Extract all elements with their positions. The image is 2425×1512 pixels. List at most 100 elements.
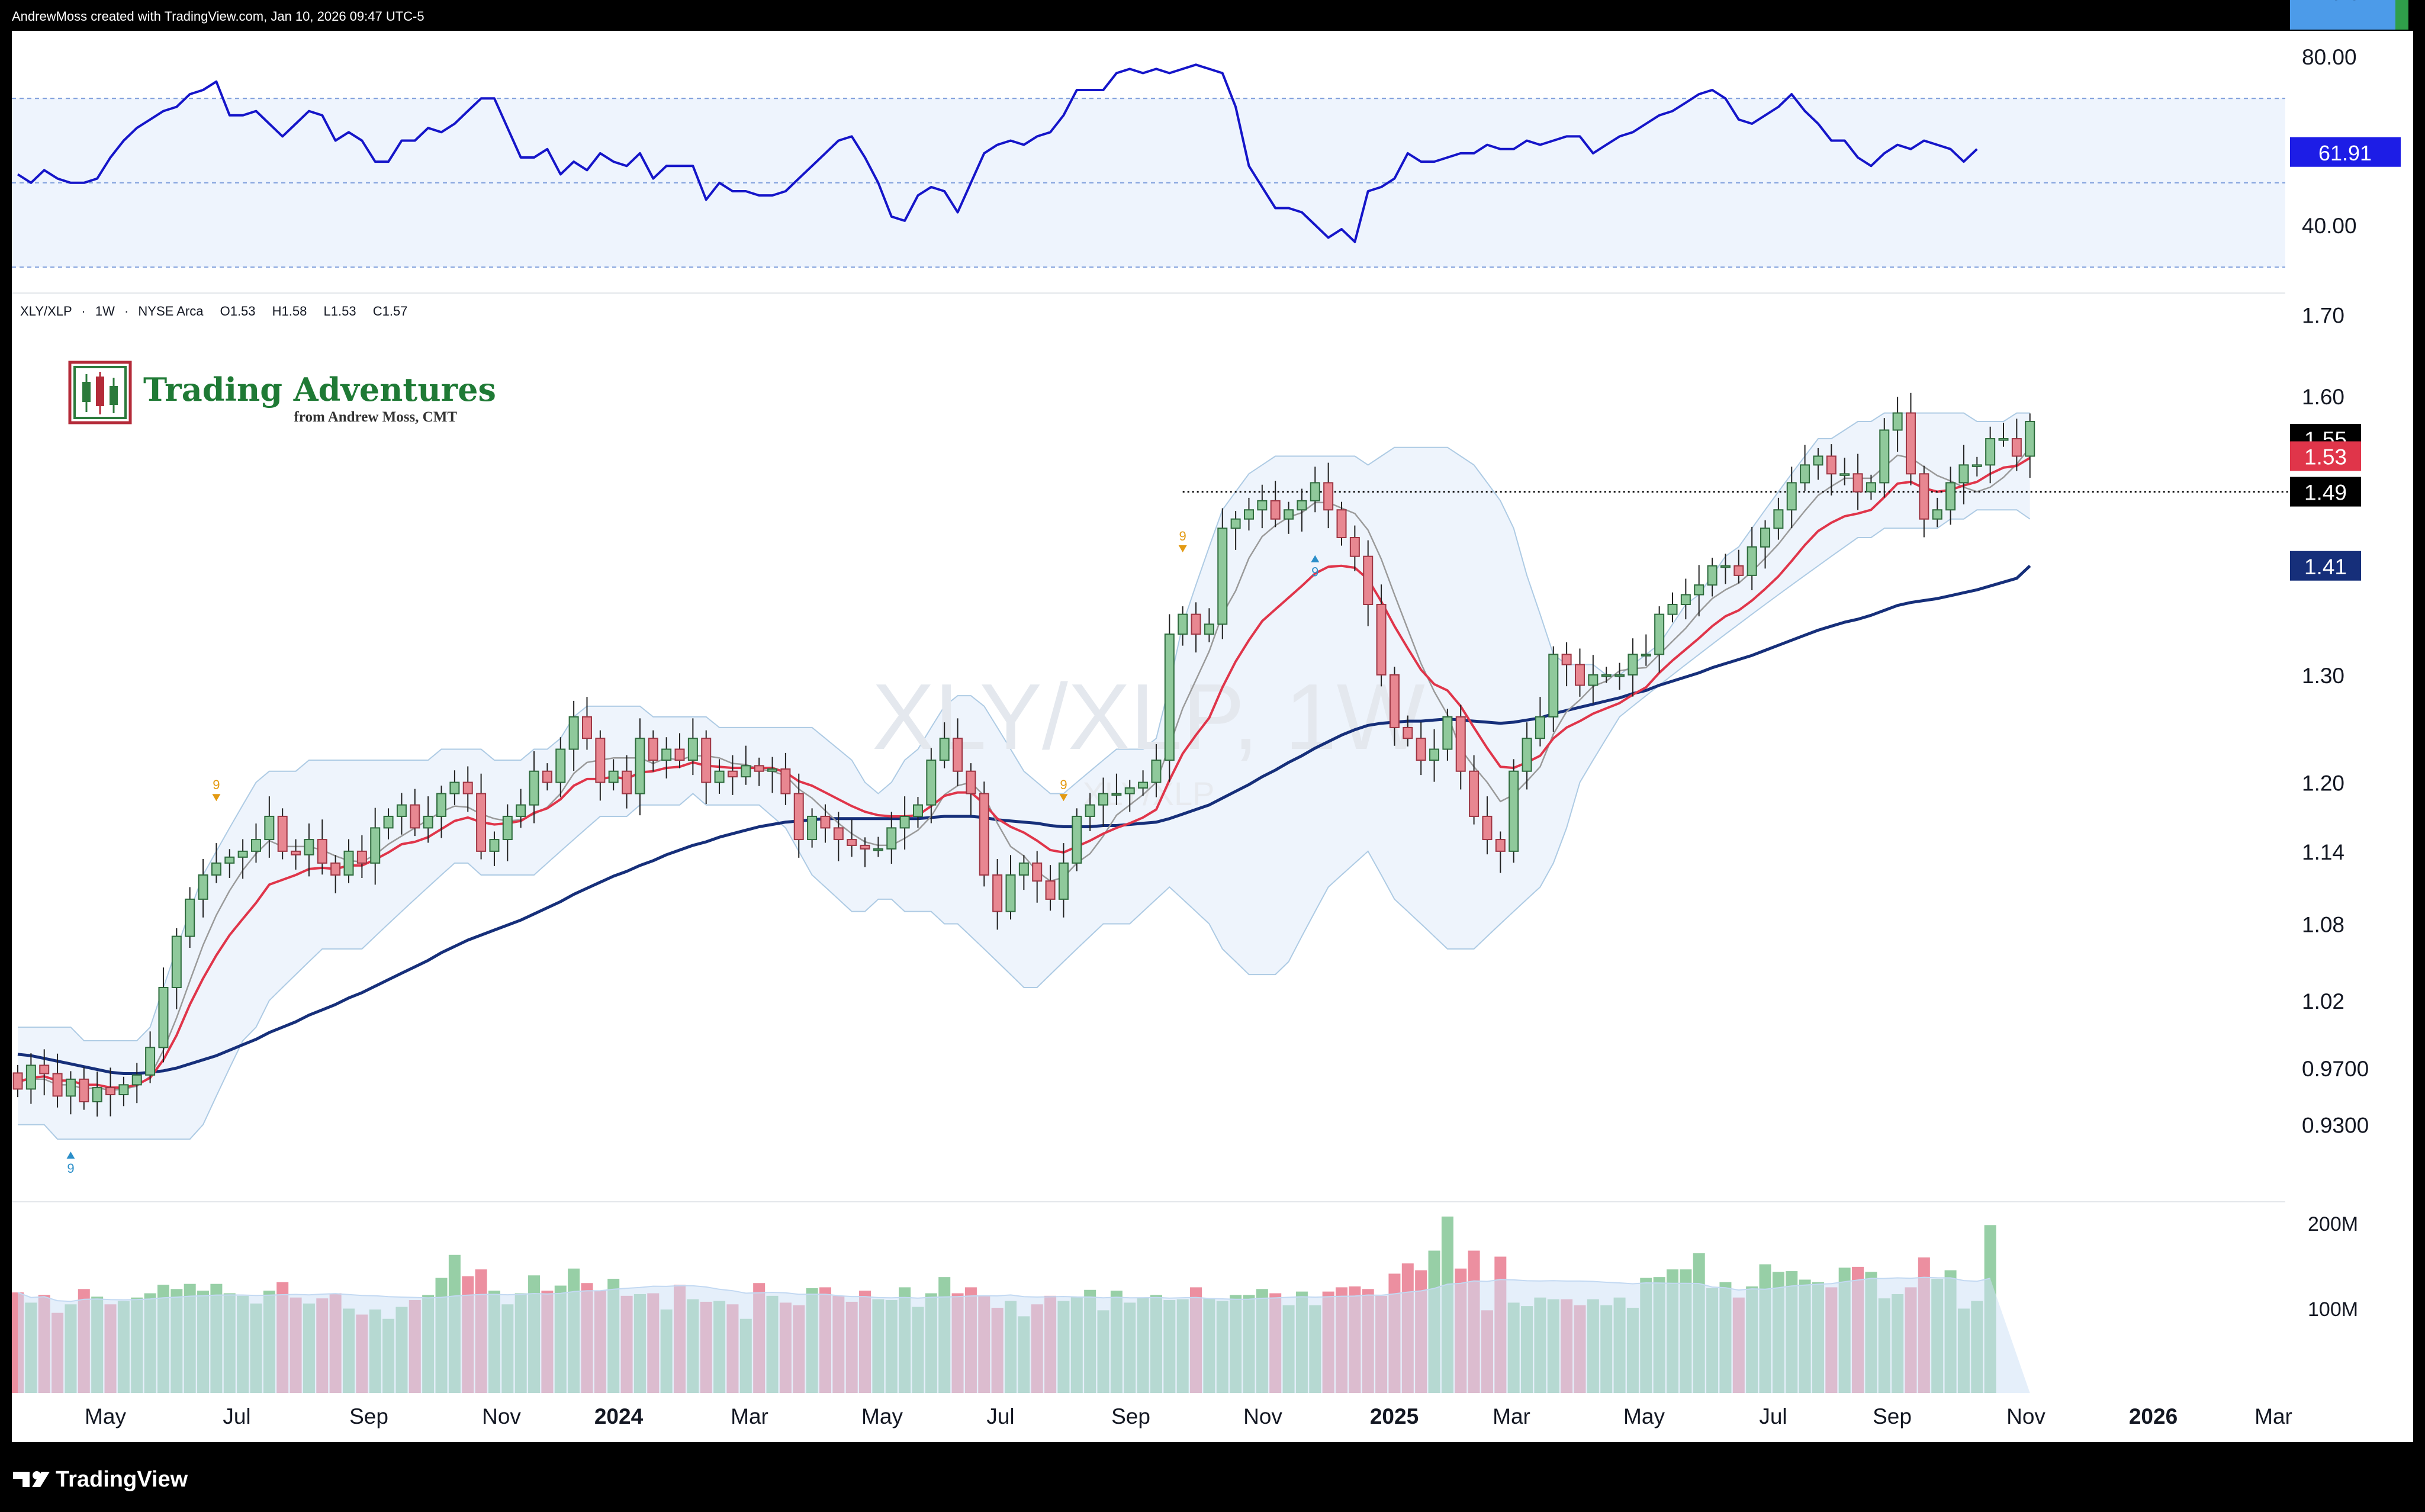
td-setup-label-2: 9 — [1060, 777, 1067, 792]
candle-body-63 — [847, 839, 857, 846]
candle-body-83 — [1111, 793, 1122, 796]
candle-body-94 — [1257, 500, 1268, 511]
bollinger-lower-line — [18, 509, 2031, 1140]
price-pane: XLY/XLP, 1W XLY/XLP 99 999 — [12, 393, 2291, 1176]
candle-22 — [304, 823, 314, 877]
candle-body-109 — [1455, 716, 1466, 772]
td-setup-label-0: 9 — [67, 1161, 74, 1176]
symbol-info[interactable]: XLY/XLP · 1W · NYSE Arca O1.53 H1.58 L1.… — [20, 304, 407, 319]
candle-body-96 — [1284, 509, 1294, 520]
candle-body-77 — [1032, 862, 1043, 882]
candle-42 — [568, 700, 579, 771]
candle-140 — [1866, 474, 1876, 500]
candle-48 — [648, 730, 658, 772]
candle-body-80 — [1072, 815, 1082, 864]
candle-body-68 — [912, 804, 923, 817]
candle-106 — [1416, 722, 1426, 776]
candle-132 — [1760, 520, 1771, 569]
candle-body-21 — [291, 850, 301, 855]
candle-body-40 — [542, 770, 552, 783]
volume-ma-value-badge — [2290, 0, 2395, 30]
bollinger-band-fill — [18, 413, 2030, 1140]
price-tick-5: 1.08 — [2302, 913, 2344, 937]
time-tick-6: May — [861, 1404, 903, 1429]
close-label: C — [373, 304, 382, 319]
time-tick-0: May — [85, 1404, 126, 1429]
volume-tick-1: 100M — [2308, 1298, 2358, 1321]
td-setup-label-1: 9 — [213, 777, 220, 792]
candle-143 — [1905, 393, 1916, 485]
candle-54 — [727, 755, 738, 795]
candle-body-123 — [1641, 654, 1651, 657]
candle-49 — [661, 737, 672, 778]
candle-36 — [489, 831, 500, 866]
candle-126 — [1680, 578, 1691, 620]
time-tick-13: Jul — [1759, 1404, 1787, 1429]
candle-15 — [211, 843, 221, 883]
candle-134 — [1786, 467, 1797, 529]
candle-12 — [171, 928, 182, 1009]
candle-body-93 — [1243, 509, 1254, 520]
candle-41 — [555, 737, 566, 797]
candle-104 — [1389, 667, 1400, 746]
candle-133 — [1773, 497, 1784, 540]
candle-55 — [741, 745, 751, 785]
candle-77 — [1032, 851, 1043, 903]
candle-body-22 — [304, 839, 314, 855]
candle-92 — [1230, 511, 1241, 550]
candle-body-48 — [648, 738, 658, 761]
candle-body-27 — [370, 827, 381, 864]
price-label-value-2: 1.49 — [2304, 481, 2347, 505]
candle-39 — [529, 751, 539, 823]
candle-body-144 — [1919, 473, 1929, 520]
candle-144 — [1919, 465, 1929, 538]
candle-body-41 — [555, 748, 566, 783]
candle-109 — [1455, 704, 1466, 790]
candle-76 — [1018, 855, 1029, 890]
candle-13 — [185, 887, 195, 948]
candle-89 — [1191, 602, 1201, 653]
candle-52 — [701, 730, 712, 805]
logo-subtitle: from Andrew Moss, CMT — [294, 409, 458, 425]
candle-40 — [542, 763, 552, 791]
candle-body-85 — [1138, 781, 1149, 789]
candle-body-6 — [92, 1087, 102, 1102]
candle-84 — [1124, 780, 1135, 812]
candle-body-106 — [1416, 738, 1426, 761]
time-tick-12: May — [1623, 1404, 1665, 1429]
candle-body-127 — [1694, 584, 1704, 596]
price-tick-4: 1.14 — [2302, 840, 2344, 864]
candle-body-0 — [12, 1072, 23, 1090]
candle-20 — [277, 808, 288, 860]
candle-67 — [899, 796, 910, 850]
trading-adventures-logo: Trading Adventures from Andrew Moss, CMT — [68, 361, 496, 425]
candle-46 — [622, 755, 632, 809]
candle-78 — [1045, 865, 1056, 911]
tradingview-footer[interactable]: TradingView — [13, 1467, 188, 1492]
candle-body-55 — [741, 765, 751, 778]
candle-141 — [1879, 418, 1890, 498]
candle-body-87 — [1164, 633, 1175, 761]
candle-121 — [1614, 662, 1625, 690]
candle-62 — [833, 812, 844, 861]
price-axis: 80.00 40.00 61.91 1.70 1.60 1.30 1.20 1.14 1.08 1… — [2290, 0, 2408, 1321]
info-separator-1: · — [81, 304, 85, 319]
candle-body-50 — [674, 748, 685, 761]
candle-70 — [939, 722, 950, 768]
time-tick-17: Mar — [2254, 1404, 2292, 1429]
candle-103 — [1376, 584, 1387, 687]
time-tick-1: Jul — [223, 1404, 250, 1429]
candle-33 — [449, 770, 460, 805]
candle-body-84 — [1124, 787, 1135, 794]
candle-2 — [39, 1049, 50, 1096]
candle-102 — [1363, 540, 1374, 626]
candle-94 — [1257, 484, 1268, 529]
candle-3 — [52, 1053, 63, 1108]
candle-body-57 — [767, 768, 778, 772]
candle-69 — [926, 748, 937, 823]
price-tick-3: 1.20 — [2302, 771, 2344, 796]
candle-body-13 — [185, 898, 195, 937]
candle-body-15 — [211, 862, 221, 876]
symbol-exchange: NYSE Arca — [138, 304, 204, 319]
logo-title: Trading Adventures — [143, 371, 496, 408]
